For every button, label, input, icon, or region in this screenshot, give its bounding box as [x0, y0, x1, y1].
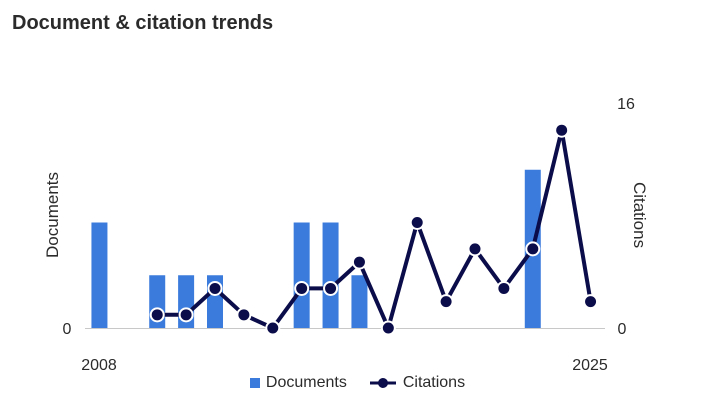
citations-point-2021[interactable] [467, 241, 483, 257]
citations-point-2011[interactable] [178, 307, 194, 323]
documents-bar-2017[interactable] [351, 275, 368, 328]
chart-title: Document & citation trends [12, 12, 274, 34]
documents-bar-2008[interactable] [91, 222, 108, 329]
citations-point-2024[interactable] [554, 122, 570, 138]
legend-label-citations: Citations [402, 374, 466, 391]
citations-points [149, 122, 599, 336]
y-left-tick-0: 0 [63, 321, 72, 338]
x-tick-first: 2008 [81, 357, 117, 374]
legend: Documents Citations [0, 374, 715, 392]
x-tick-last: 2025 [572, 357, 608, 374]
citations-swatch [369, 378, 396, 388]
citations-point-2019[interactable] [409, 215, 425, 230]
citations-point-2012[interactable] [207, 280, 223, 296]
citations-point-2014[interactable] [265, 320, 281, 336]
documents-swatch [249, 378, 260, 388]
citations-line [157, 128, 593, 330]
citations-point-2016[interactable] [323, 280, 339, 296]
citations-point-2020[interactable] [438, 294, 454, 310]
citations-point-2017[interactable] [351, 254, 367, 270]
citations-point-2018[interactable] [380, 320, 396, 336]
citations-point-2015[interactable] [294, 280, 310, 296]
citations-point-2022[interactable] [496, 280, 512, 296]
legend-item-citations[interactable]: Citations [369, 374, 465, 392]
axis-ticks: 0 0 16 2008 2025 [63, 96, 635, 374]
citations-point-2025[interactable] [583, 294, 599, 310]
citations-point-2013[interactable] [236, 307, 252, 323]
documents-bar-2015[interactable] [293, 222, 310, 329]
y-right-tick-16: 16 [617, 96, 635, 113]
y-axis-right-label: Citations [630, 182, 649, 248]
y-axis-left-label: Documents [43, 172, 62, 258]
documents-bar-2016[interactable] [322, 222, 339, 329]
legend-item-documents[interactable]: Documents [249, 374, 347, 392]
legend-label-documents: Documents [265, 374, 347, 391]
citations-point-2010[interactable] [149, 307, 165, 323]
citations-point-2023[interactable] [525, 241, 541, 257]
y-right-tick-0: 0 [618, 321, 627, 338]
